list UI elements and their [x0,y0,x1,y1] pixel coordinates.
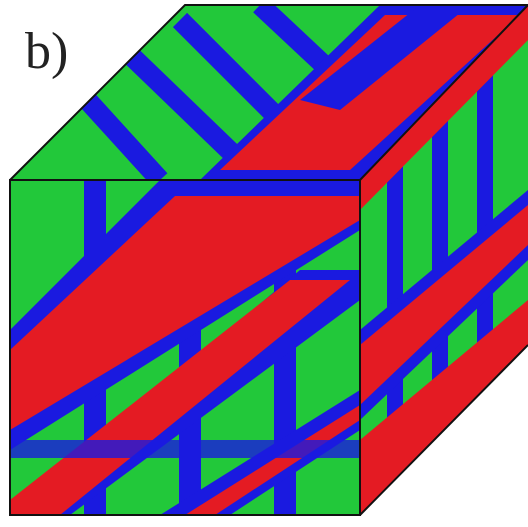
front-face [10,180,360,515]
page: b) (() => { const data = JSON.parse(docu… [0,0,528,527]
panel-label: b) [25,23,68,80]
cube-figure: b) [0,0,528,527]
